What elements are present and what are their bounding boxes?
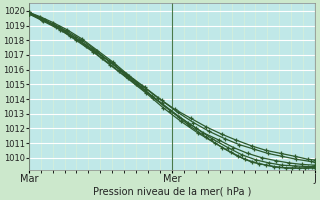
X-axis label: Pression niveau de la mer( hPa ): Pression niveau de la mer( hPa ): [93, 187, 251, 197]
